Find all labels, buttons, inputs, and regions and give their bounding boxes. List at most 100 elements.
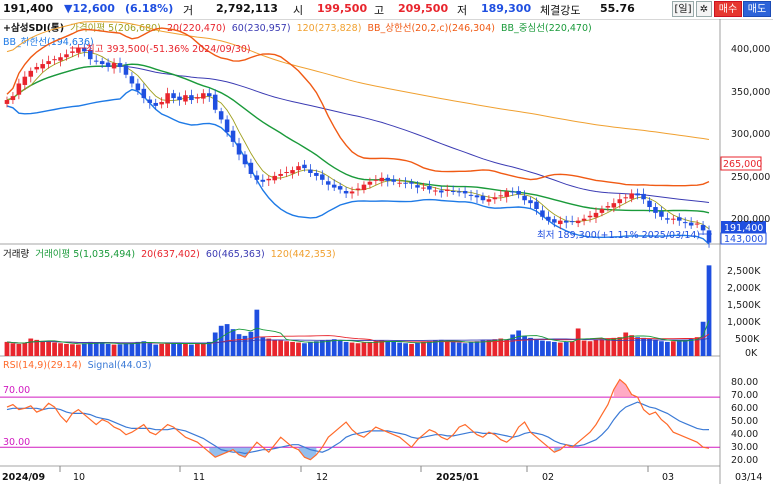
candle-body [195, 97, 200, 99]
volume-bar [587, 341, 593, 356]
x-tick-label: 11 [193, 472, 205, 483]
candle-body [498, 195, 504, 197]
volume-bar [474, 341, 480, 356]
volume-bar [444, 341, 450, 356]
rsi-tick-label: 40.00 [731, 429, 758, 440]
legend-vol-ma120: 120(442,353) [270, 249, 336, 260]
rsi-legend: RSI(14,9)(29.14) Signal(44.03) [3, 360, 151, 371]
volume-bar [99, 343, 105, 356]
volume-bar [391, 341, 397, 356]
volume-bar [593, 339, 599, 356]
candle-body [58, 57, 63, 61]
volume-bar [599, 339, 605, 356]
candle-body [653, 207, 658, 213]
volume-bar [284, 341, 289, 356]
volume-bar [325, 339, 331, 356]
candle-body [272, 175, 277, 181]
candle-body [647, 200, 652, 208]
period-day-button[interactable]: [일] [672, 1, 694, 17]
volume-title: 거래량 [3, 249, 30, 260]
volume-bar [688, 338, 694, 356]
bb-upper-line [6, 27, 710, 187]
price-change-pct: (6.18%) [125, 2, 174, 15]
volume-bar [46, 341, 52, 356]
buy-button[interactable]: 매수 [714, 1, 742, 17]
open-value: 199,500 [317, 2, 368, 15]
volume-bar [700, 321, 706, 356]
volume-bar [361, 342, 367, 356]
candle-body [474, 195, 480, 198]
volume-bar [367, 341, 373, 356]
candle-body [629, 193, 634, 199]
volume-bar [147, 343, 153, 356]
vol-tick-label: 1,500K [727, 300, 761, 311]
candle-body [355, 188, 361, 191]
volume-bar [230, 329, 236, 356]
volume-bar [659, 341, 664, 356]
candle-body [153, 102, 158, 106]
volume-bar [486, 339, 492, 356]
candle-body [349, 191, 355, 194]
legend-ma60: 60(230,957) [231, 23, 291, 34]
candle-body [183, 95, 188, 102]
volume-bar [189, 344, 194, 356]
y-tick-label: 200,000 [731, 214, 770, 225]
volume-bar [123, 343, 129, 356]
volume-bar [349, 342, 355, 356]
candle-body [510, 191, 515, 193]
volume-bar [355, 343, 361, 356]
volume-bar [290, 341, 295, 356]
volume-bar [135, 341, 141, 356]
legend-ma20: 20(220,470) [166, 23, 226, 34]
volume-bar [403, 343, 408, 356]
candle-body [516, 190, 521, 195]
volume-bar [159, 343, 165, 356]
candle-body [623, 197, 628, 199]
sell-button[interactable]: 매도 [743, 1, 771, 17]
gear-icon[interactable]: ✲ [696, 1, 712, 17]
vol-tick-label: 2,500K [727, 266, 761, 277]
volume-bar [694, 337, 700, 356]
candle-body [504, 191, 510, 197]
volume-bar [177, 343, 182, 356]
candle-body [659, 211, 664, 217]
candle-body [611, 203, 617, 208]
rsi-level-low-label: 30.00 [3, 437, 30, 448]
price-tag-low: 143,000 [724, 234, 763, 245]
volume-bar [581, 340, 587, 356]
vol-tick-label: 500K [735, 334, 760, 345]
candle-body [284, 172, 289, 174]
volume-bar [676, 340, 682, 356]
volume-bar [194, 343, 200, 356]
legend-vol-ma20: 20(637,402) [141, 249, 200, 260]
legend-bb-lower: BB_하한선(194,636) [3, 37, 94, 48]
candle-body [641, 193, 646, 200]
candle-body [302, 164, 307, 169]
rsi-tick-label: 60.00 [731, 403, 758, 414]
volume-bar [266, 338, 272, 356]
volume-bar [617, 337, 623, 356]
volume-bar [385, 341, 391, 356]
volume-bar [319, 340, 325, 356]
candle-body [266, 178, 272, 181]
candle-body [16, 83, 22, 95]
volume-bar [557, 342, 563, 356]
low-value: 189,300 [481, 2, 532, 15]
candle-body [177, 96, 182, 101]
candle-body [111, 63, 117, 69]
candle-body [456, 191, 462, 193]
volume-bar [522, 335, 527, 356]
candle-body [290, 170, 295, 174]
candle-body [593, 212, 599, 218]
x-tick-label: 03 [662, 472, 674, 483]
vol-tick-label: 0K [745, 348, 758, 359]
volume-bar [682, 339, 688, 356]
candle-body [10, 96, 16, 101]
candle-body [129, 76, 135, 84]
candle-body [141, 88, 147, 99]
symbol-label[interactable]: +삼성SDI(통) [3, 23, 65, 34]
price-change: ▼12,600 [64, 2, 115, 15]
candle-body [677, 217, 682, 221]
volume-bar [551, 341, 557, 356]
